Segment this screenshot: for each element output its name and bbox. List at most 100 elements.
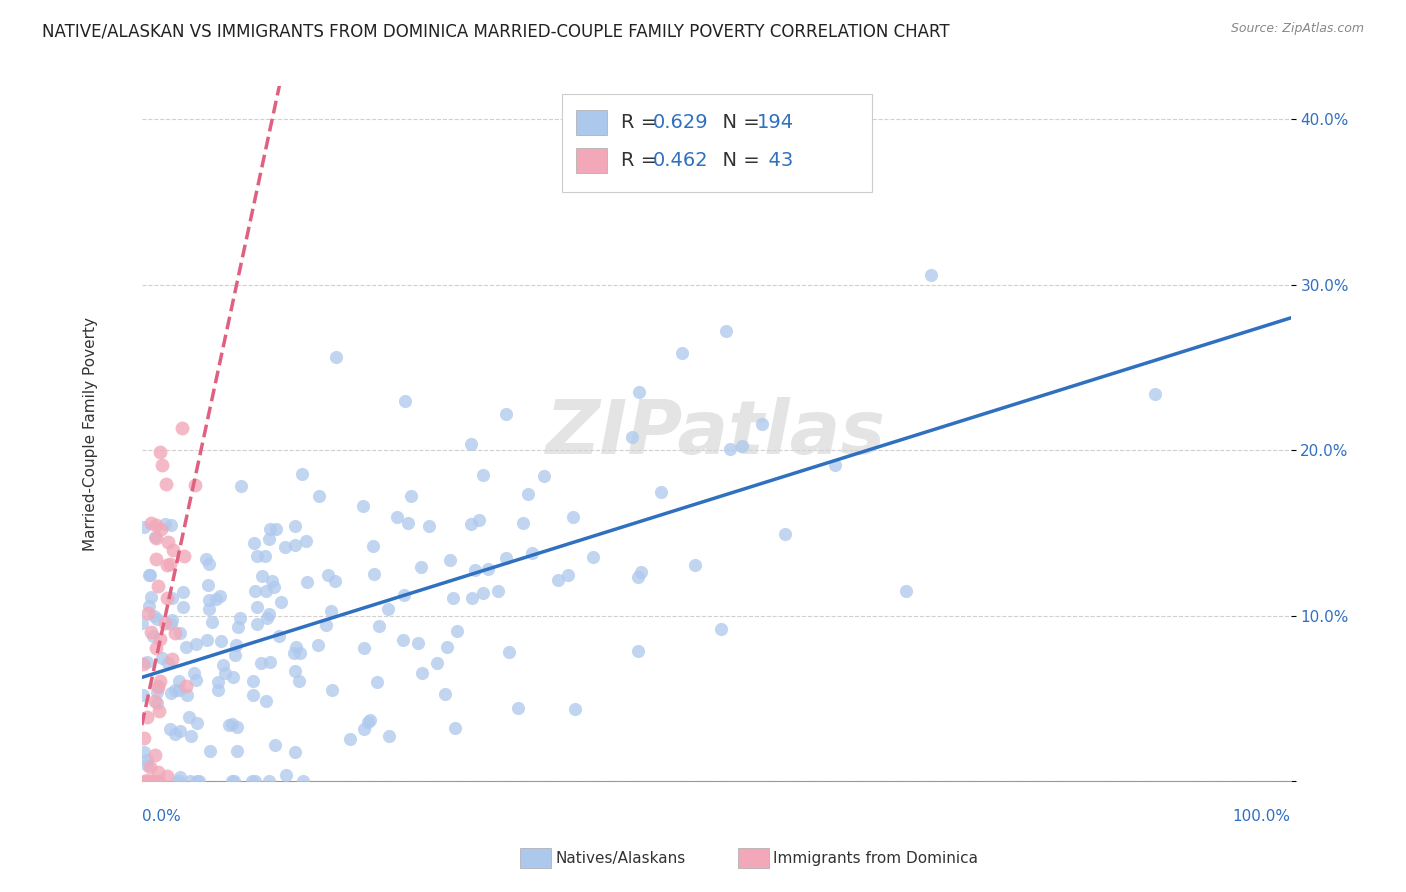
Point (262, 574, 284, 588)
Point (142, 608, 165, 623)
Point (145, 774, 167, 789)
Point (396, 516, 419, 530)
Text: 0.0%: 0.0% (142, 809, 180, 824)
Point (254, 583, 277, 598)
Point (160, 617, 183, 632)
Point (406, 636, 429, 650)
Text: Natives/Alaskans: Natives/Alaskans (555, 851, 686, 865)
Point (284, 538, 307, 552)
Point (218, 718, 240, 732)
Point (245, 774, 267, 789)
Point (195, 632, 218, 647)
Point (295, 575, 318, 590)
Point (444, 721, 467, 735)
Point (264, 738, 287, 752)
Point (183, 666, 205, 681)
Point (149, 444, 172, 458)
Point (132, 688, 155, 702)
Point (557, 568, 579, 582)
Point (259, 655, 281, 669)
Point (264, 522, 287, 536)
Text: NATIVE/ALASKAN VS IMMIGRANTS FROM DOMINICA MARRIED-COUPLE FAMILY POVERTY CORRELA: NATIVE/ALASKAN VS IMMIGRANTS FROM DOMINI… (42, 22, 950, 40)
Point (139, 568, 162, 582)
Text: 43: 43 (756, 151, 793, 170)
Point (751, 417, 773, 432)
Point (143, 694, 166, 708)
Text: 0.629: 0.629 (652, 112, 709, 132)
Point (162, 613, 184, 627)
Point (226, 620, 249, 634)
Point (167, 674, 190, 689)
Point (135, 774, 157, 789)
Point (411, 666, 433, 681)
Point (174, 640, 197, 654)
Point (274, 768, 297, 782)
Point (135, 655, 157, 669)
Point (352, 499, 374, 513)
Point (169, 770, 191, 784)
Point (197, 578, 219, 592)
Point (477, 562, 499, 576)
Point (295, 533, 318, 548)
Point (159, 722, 181, 736)
Point (172, 585, 194, 599)
Point (138, 599, 160, 614)
Point (284, 745, 307, 759)
Point (157, 656, 180, 670)
Point (243, 535, 266, 549)
Point (620, 430, 643, 444)
Point (179, 774, 201, 789)
Point (718, 442, 741, 456)
Point (141, 516, 163, 531)
Point (160, 518, 183, 533)
Point (146, 612, 169, 626)
Point (259, 532, 281, 546)
Point (212, 658, 235, 673)
Point (426, 656, 449, 670)
Point (150, 651, 173, 665)
Point (246, 549, 269, 563)
Point (159, 558, 181, 572)
Point (146, 579, 169, 593)
Point (167, 774, 190, 789)
Point (471, 468, 494, 483)
Point (135, 710, 157, 724)
Point (274, 540, 297, 554)
Point (252, 569, 274, 583)
Point (308, 489, 330, 503)
Point (201, 615, 224, 629)
Point (627, 384, 650, 399)
Text: 0.462: 0.462 (652, 151, 709, 170)
Point (516, 487, 538, 501)
Point (131, 615, 153, 630)
Point (353, 723, 375, 737)
Point (145, 552, 167, 566)
Point (155, 477, 177, 491)
Point (243, 584, 266, 599)
Point (627, 570, 650, 584)
Point (155, 558, 177, 572)
Point (361, 539, 384, 553)
Text: ZIPatlas: ZIPatlas (546, 397, 886, 470)
Point (141, 591, 163, 605)
Point (165, 626, 187, 640)
Text: N =: N = (710, 112, 766, 132)
Point (460, 517, 482, 532)
Point (411, 559, 433, 574)
Point (139, 759, 162, 773)
Point (165, 727, 187, 741)
Point (436, 640, 458, 655)
Point (160, 686, 183, 700)
Point (167, 682, 190, 697)
Point (460, 591, 482, 605)
Point (582, 550, 605, 565)
Point (176, 679, 198, 693)
Point (184, 478, 207, 492)
Point (561, 509, 583, 524)
Point (135, 753, 157, 767)
Point (169, 723, 191, 738)
Text: Source: ZipAtlas.com: Source: ZipAtlas.com (1230, 22, 1364, 36)
Point (359, 713, 381, 727)
Point (136, 606, 159, 620)
Point (136, 774, 159, 789)
